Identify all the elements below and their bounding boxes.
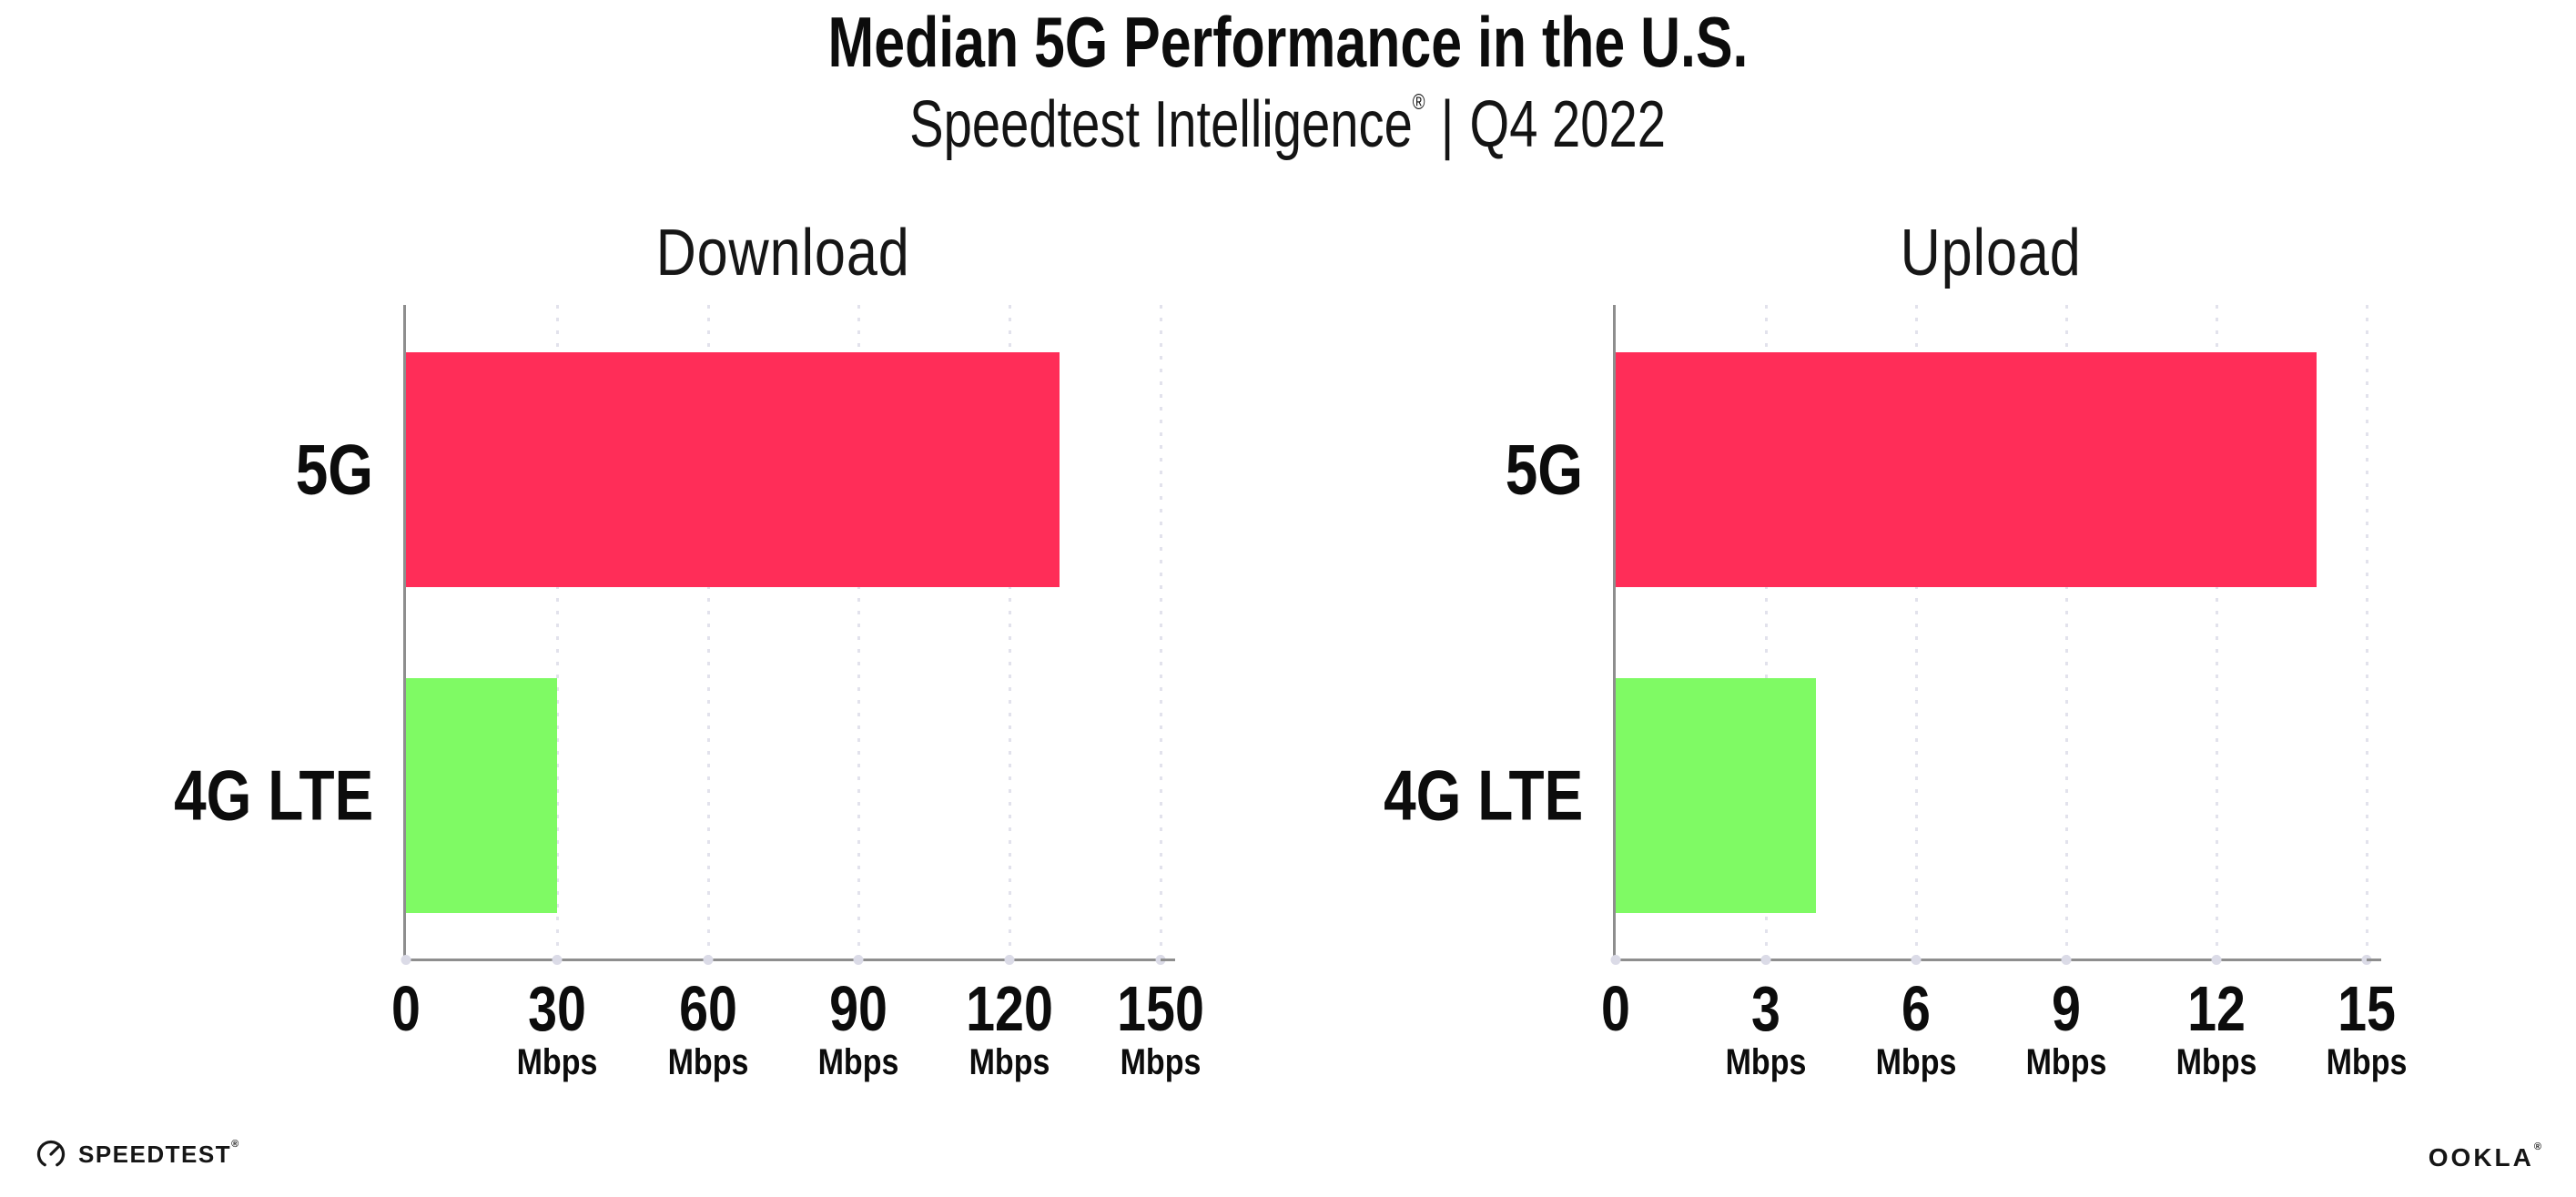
category-label-4g-lte: 4G LTE — [1383, 755, 1583, 836]
axis-tick-dot-9 — [2061, 955, 2072, 965]
gridline-60 — [706, 305, 710, 959]
x-tick-unit: Mbps — [1875, 1042, 1957, 1082]
x-tick-unit: Mbps — [2025, 1042, 2107, 1082]
axis-tick-dot-0 — [1610, 955, 1621, 965]
gridline-6 — [1915, 305, 1918, 959]
axis-tick-dot-120 — [1004, 955, 1015, 965]
category-label-5g: 5G — [295, 429, 373, 510]
speedtest-registered-mark: ® — [231, 1138, 239, 1150]
x-tick-unit: Mbps — [1120, 1042, 1202, 1082]
axis-tick-dot-12 — [2211, 955, 2222, 965]
subtitle-period: Q4 2022 — [1469, 88, 1667, 161]
x-tick-unit: Mbps — [1725, 1042, 1807, 1082]
gridline-15 — [2366, 305, 2368, 959]
ookla-logo: OOKLA® — [2428, 1141, 2541, 1172]
x-tick-value: 120 — [966, 973, 1054, 1044]
upload-plot-area: Upload 0 3 Mbps 6 Mbps 9 Mbps 12 Mbps 15 Mbps 5G 4G … — [1384, 217, 2408, 1080]
speedtest-gauge-icon — [36, 1140, 66, 1167]
x-tick-value: 9 — [2052, 973, 2081, 1044]
bar-4g-lte — [406, 678, 557, 913]
gridline-30 — [555, 305, 559, 959]
category-label-5g: 5G — [1505, 429, 1583, 510]
gridline-12 — [2216, 305, 2218, 959]
gridline-90 — [857, 305, 861, 959]
bar-4g-lte — [1616, 678, 1816, 913]
speedtest-wordmark: SPEEDTEST® — [78, 1138, 239, 1169]
download-panel-title: Download — [406, 216, 1161, 290]
x-tick-unit: Mbps — [2175, 1042, 2257, 1082]
gridline-150 — [1160, 305, 1162, 959]
axis-tick-dot-15 — [2361, 955, 2372, 965]
ookla-wordmark-text: OOKLA — [2428, 1143, 2534, 1172]
axis-tick-dot-0 — [401, 955, 411, 965]
ookla-registered-mark: ® — [2533, 1141, 2541, 1152]
page-title: Median 5G Performance in the U.S. — [827, 2, 1749, 82]
x-tick-value: 60 — [678, 973, 737, 1044]
x-tick-value: 0 — [391, 973, 421, 1044]
gridline-3 — [1765, 305, 1768, 959]
gridline-9 — [2065, 305, 2068, 959]
axis-tick-dot-90 — [853, 955, 864, 965]
axis-tick-dot-3 — [1760, 955, 1771, 965]
upload-panel-title: Upload — [1616, 216, 2367, 290]
subtitle-separator: | — [1441, 88, 1455, 161]
category-label-4g-lte: 4G LTE — [173, 755, 373, 836]
x-tick-value: 150 — [1117, 973, 1204, 1044]
download-plot-area: Download 0 30 Mbps 60 Mbps 90 Mbps 120 Mbps 150 Mb… — [174, 217, 1204, 1080]
x-tick-unit: Mbps — [818, 1042, 899, 1082]
x-tick-value: 30 — [527, 973, 586, 1044]
chart-subheader: Speedtest Intelligence® | Q4 2022 — [0, 88, 2576, 161]
x-tick-value: 90 — [829, 973, 888, 1044]
axis-tick-dot-30 — [552, 955, 563, 965]
download-panel-title-text: Download — [656, 217, 910, 289]
axis-tick-dot-150 — [1155, 955, 1166, 965]
x-tick-value: 6 — [1902, 973, 1931, 1044]
axis-tick-dot-6 — [1911, 955, 1922, 965]
axis-tick-dot-60 — [703, 955, 714, 965]
x-tick-value: 0 — [1601, 973, 1630, 1044]
speedtest-wordmark-text: SPEEDTEST — [78, 1140, 232, 1168]
x-tick-unit: Mbps — [667, 1042, 748, 1082]
x-tick-unit: Mbps — [2326, 1042, 2408, 1082]
bar-5g — [406, 352, 1060, 587]
subtitle-brand: Speedtest Intelligence — [909, 88, 1414, 161]
x-tick-value: 3 — [1751, 973, 1780, 1044]
x-tick-unit: Mbps — [516, 1042, 598, 1082]
x-tick-unit: Mbps — [969, 1042, 1050, 1082]
chart-header: Median 5G Performance in the U.S. — [0, 2, 2576, 82]
gridline-120 — [1009, 305, 1012, 959]
registered-mark: ® — [1413, 90, 1426, 115]
page-subtitle: Speedtest Intelligence® | Q4 2022 — [909, 88, 1667, 161]
bar-5g — [1616, 352, 2317, 587]
upload-panel-title-text: Upload — [1900, 217, 2083, 289]
speedtest-logo: SPEEDTEST® — [35, 1138, 238, 1171]
x-tick-value: 12 — [2187, 973, 2246, 1044]
x-tick-value: 15 — [2338, 973, 2396, 1044]
